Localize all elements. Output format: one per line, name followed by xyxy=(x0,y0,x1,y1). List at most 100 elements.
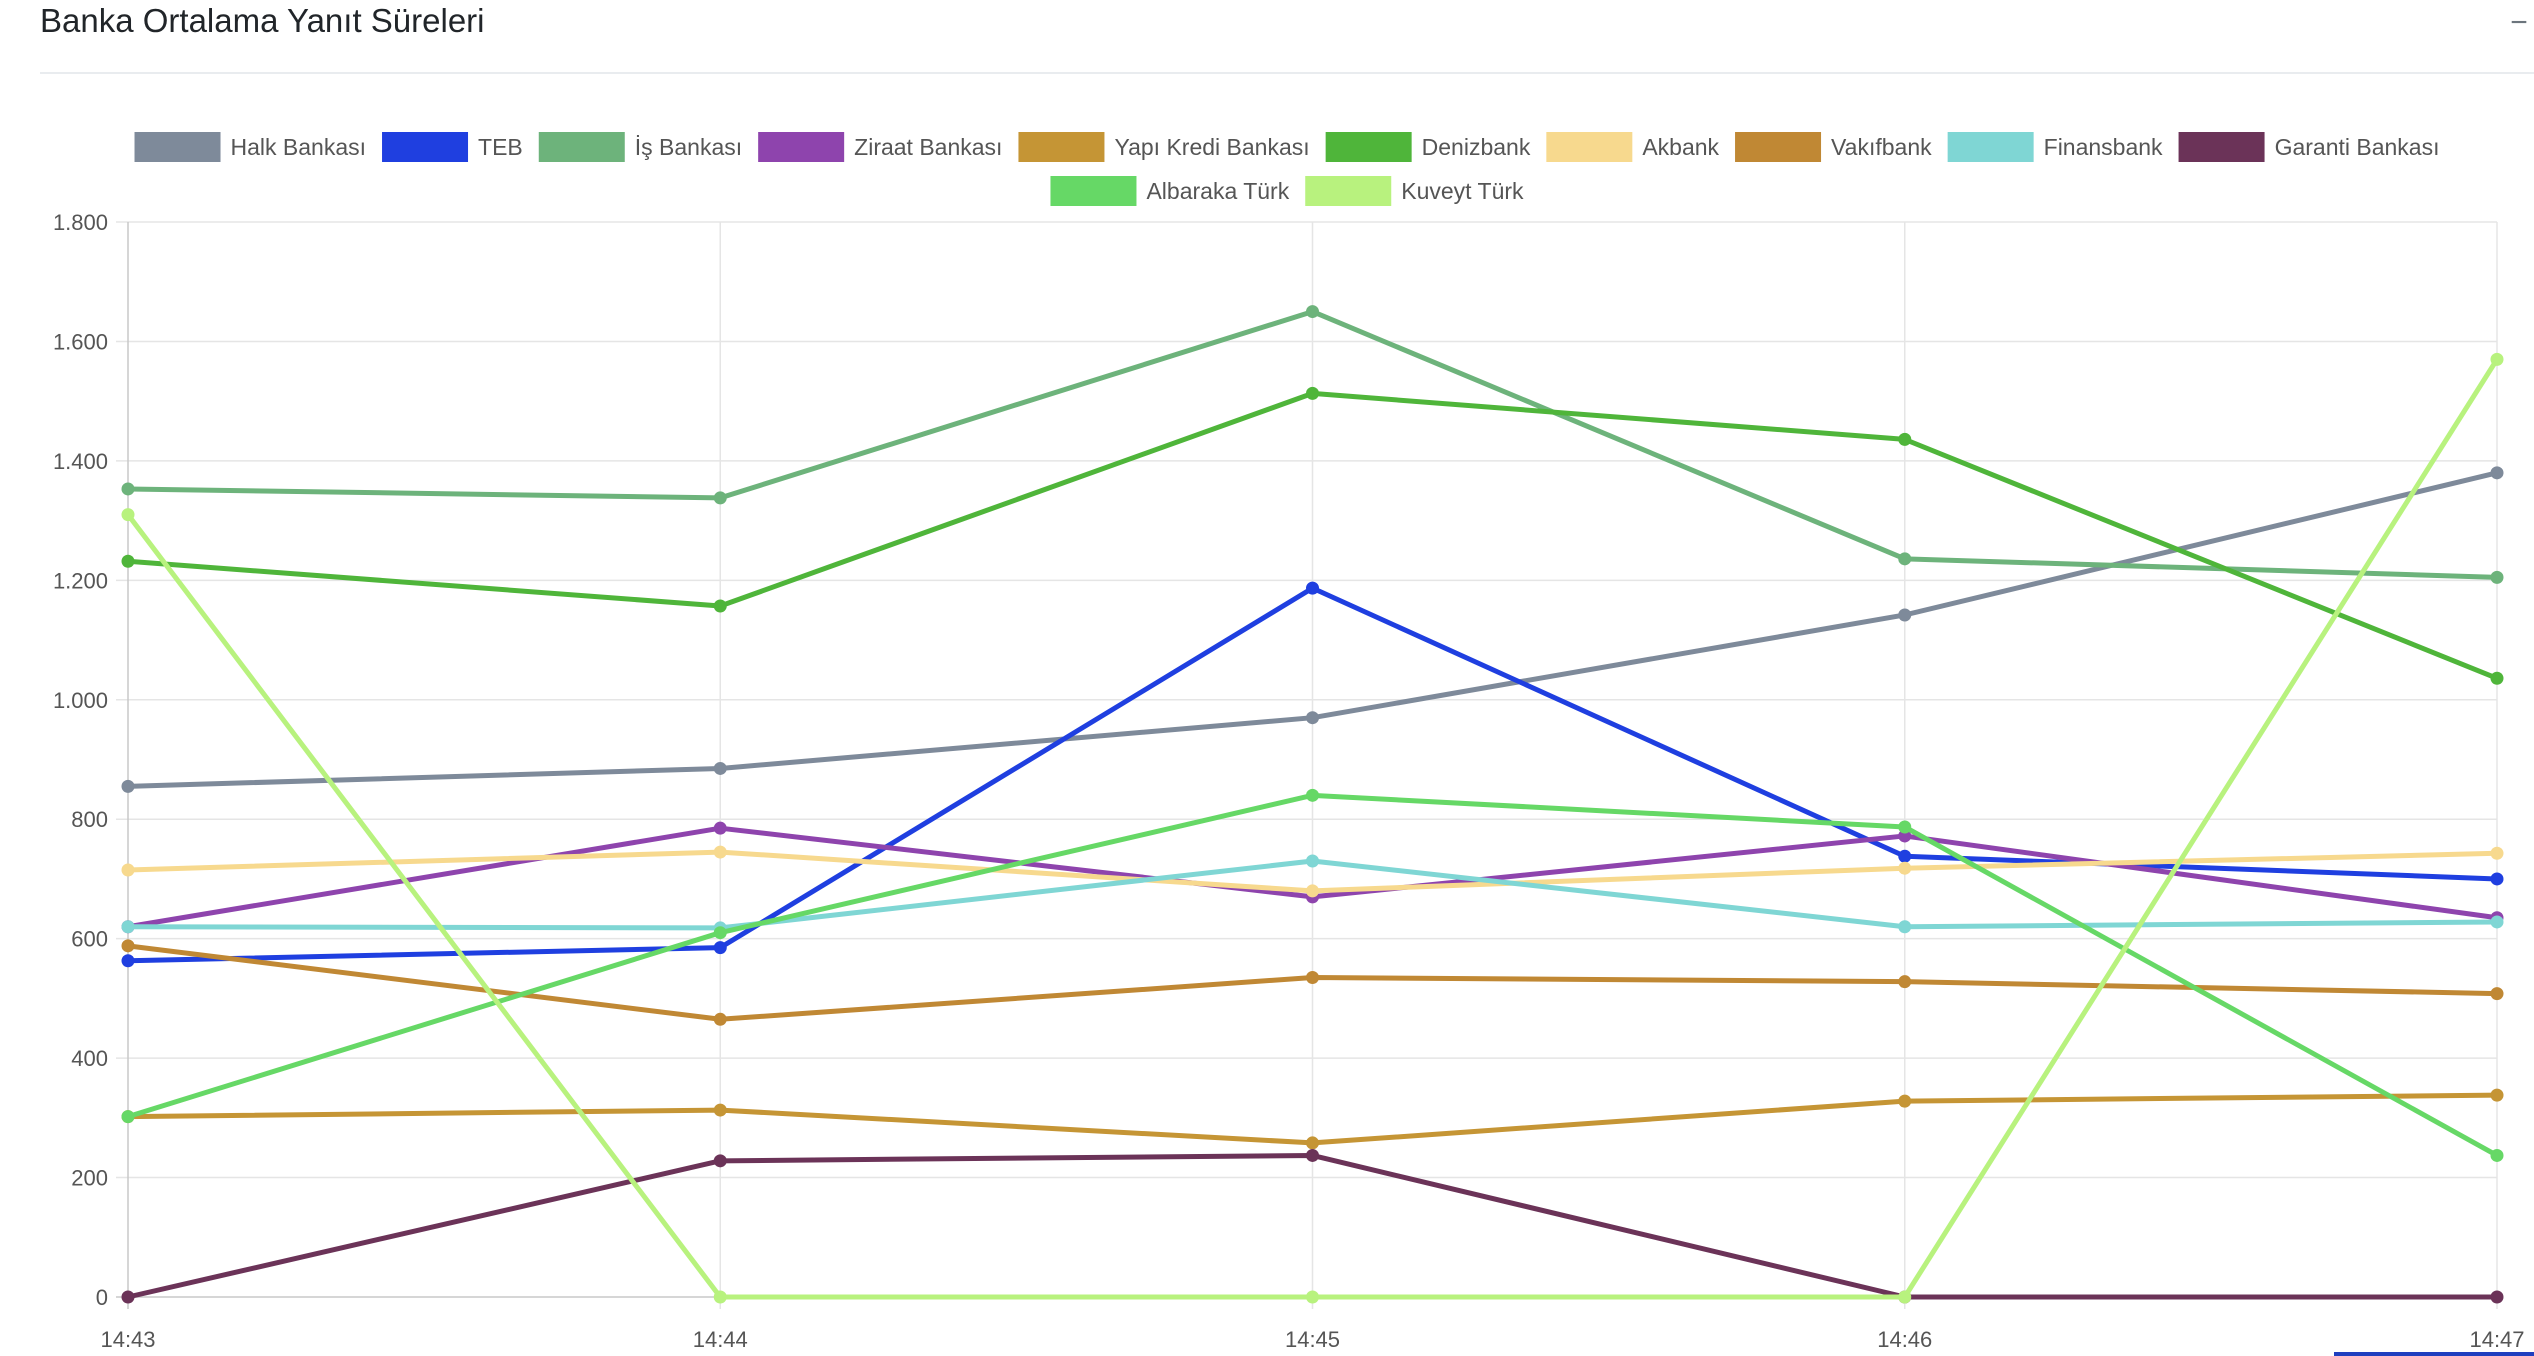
legend-label: Halk Bankası xyxy=(231,134,367,160)
legend-item-kuveyt-türk[interactable]: Kuveyt Türk xyxy=(1305,176,1524,206)
data-point[interactable] xyxy=(1306,581,1319,595)
data-point[interactable] xyxy=(1306,1290,1319,1304)
data-point[interactable] xyxy=(121,508,135,522)
data-point[interactable] xyxy=(121,863,135,877)
bottom-accent-bar xyxy=(2334,1352,2534,1356)
series-akbank xyxy=(121,845,2504,898)
series-layer xyxy=(121,305,2504,1304)
legend-item-akbank[interactable]: Akbank xyxy=(1546,132,1720,162)
data-point[interactable] xyxy=(1306,788,1319,802)
data-point[interactable] xyxy=(121,779,135,793)
data-point[interactable] xyxy=(2490,466,2504,480)
data-point[interactable] xyxy=(713,599,727,613)
data-point[interactable] xyxy=(1898,552,1912,566)
data-point[interactable] xyxy=(1306,305,1319,319)
data-point[interactable] xyxy=(2490,1290,2504,1304)
series-halk-bankası xyxy=(121,466,2504,793)
legend-item-albaraka-türk[interactable]: Albaraka Türk xyxy=(1050,176,1290,206)
data-point[interactable] xyxy=(2490,872,2504,886)
series-kuveyt-türk xyxy=(121,352,2504,1304)
data-point[interactable] xyxy=(121,939,135,953)
data-point[interactable] xyxy=(121,482,135,496)
legend-item-yapı-kredi-bankası[interactable]: Yapı Kredi Bankası xyxy=(1018,132,1310,162)
y-tick-label: 200 xyxy=(71,1166,108,1191)
data-point[interactable] xyxy=(1306,1136,1319,1150)
data-point[interactable] xyxy=(1306,711,1319,725)
y-tick-label: 1.800 xyxy=(53,210,108,235)
data-point[interactable] xyxy=(2490,671,2504,685)
series-albaraka-türk xyxy=(121,788,2504,1162)
data-point[interactable] xyxy=(1898,861,1912,875)
legend-label: Garanti Bankası xyxy=(2275,134,2440,160)
data-point[interactable] xyxy=(1898,829,1912,843)
legend-item-denizbank[interactable]: Denizbank xyxy=(1325,132,1531,162)
data-point[interactable] xyxy=(121,554,135,568)
data-point[interactable] xyxy=(2490,352,2504,366)
data-point[interactable] xyxy=(713,845,727,859)
data-point[interactable] xyxy=(1898,849,1912,863)
x-tick-label: 14:43 xyxy=(100,1327,155,1352)
legend-swatch xyxy=(1018,132,1105,162)
legend-swatch xyxy=(134,132,221,162)
legend: Halk Bankası TEB İş Bankası Ziraat Bankası Y… xyxy=(134,132,2440,206)
data-point[interactable] xyxy=(1306,1148,1319,1162)
legend-item-ziraat-bankası[interactable]: Ziraat Bankası xyxy=(758,132,1002,162)
data-point[interactable] xyxy=(713,1154,727,1168)
legend-swatch xyxy=(2178,132,2265,162)
series-i-ş-bankası xyxy=(121,305,2504,584)
legend-swatch xyxy=(1050,176,1137,206)
data-point[interactable] xyxy=(1898,1094,1912,1108)
data-point[interactable] xyxy=(121,954,135,968)
data-point[interactable] xyxy=(713,491,727,505)
legend-label: Albaraka Türk xyxy=(1146,178,1289,204)
y-tick-label: 600 xyxy=(71,927,108,952)
legend-label: Yapı Kredi Bankası xyxy=(1114,134,1309,160)
legend-item-halk-bankası[interactable]: Halk Bankası xyxy=(134,132,367,162)
data-point[interactable] xyxy=(713,761,727,775)
data-point[interactable] xyxy=(1306,854,1319,868)
data-point[interactable] xyxy=(2490,1148,2504,1162)
legend-label: Akbank xyxy=(1642,134,1719,160)
data-point[interactable] xyxy=(2490,987,2504,1001)
legend-item-garanti-bankası[interactable]: Garanti Bankası xyxy=(2178,132,2440,162)
data-point[interactable] xyxy=(1898,975,1912,989)
data-point[interactable] xyxy=(713,1103,727,1117)
data-point[interactable] xyxy=(1898,820,1912,834)
data-point[interactable] xyxy=(2490,570,2504,584)
legend-swatch xyxy=(1305,176,1392,206)
data-point[interactable] xyxy=(1306,386,1319,400)
header-divider xyxy=(40,72,2534,74)
data-point[interactable] xyxy=(713,926,727,940)
legend-item-i-ş-bankası[interactable]: İş Bankası xyxy=(538,132,742,162)
data-point[interactable] xyxy=(1306,884,1319,898)
legend-item-vakıfbank[interactable]: Vakıfbank xyxy=(1735,132,1932,162)
y-tick-label: 1.200 xyxy=(53,568,108,593)
data-point[interactable] xyxy=(1306,970,1319,984)
data-point[interactable] xyxy=(713,821,727,835)
data-point[interactable] xyxy=(1898,920,1912,934)
data-point[interactable] xyxy=(2490,846,2504,860)
axis-layer: 0 200 400 600 800 1.000 1.200 1.400 1.600 1.800 14… xyxy=(53,210,2525,1352)
legend-item-finansbank[interactable]: Finansbank xyxy=(1947,132,2163,162)
data-point[interactable] xyxy=(121,1110,135,1124)
y-tick-label: 800 xyxy=(71,807,108,832)
data-point[interactable] xyxy=(713,1290,727,1304)
data-point[interactable] xyxy=(2490,915,2504,929)
data-point[interactable] xyxy=(1898,1290,1912,1304)
data-point[interactable] xyxy=(713,941,727,955)
x-tick-label: 14:47 xyxy=(2469,1327,2524,1352)
collapse-icon[interactable]: − xyxy=(2510,6,2528,39)
legend-label: TEB xyxy=(478,134,523,160)
data-point[interactable] xyxy=(713,1012,727,1026)
data-point[interactable] xyxy=(121,920,135,934)
x-tick-label: 14:44 xyxy=(693,1327,748,1352)
legend-item-teb[interactable]: TEB xyxy=(382,132,523,162)
data-point[interactable] xyxy=(1898,608,1912,622)
data-point[interactable] xyxy=(1898,432,1912,446)
legend-swatch xyxy=(1325,132,1412,162)
data-point[interactable] xyxy=(121,1290,135,1304)
y-tick-label: 1.600 xyxy=(53,329,108,354)
data-point[interactable] xyxy=(2490,1088,2504,1102)
legend-label: Vakıfbank xyxy=(1831,134,1932,160)
legend-swatch xyxy=(758,132,845,162)
